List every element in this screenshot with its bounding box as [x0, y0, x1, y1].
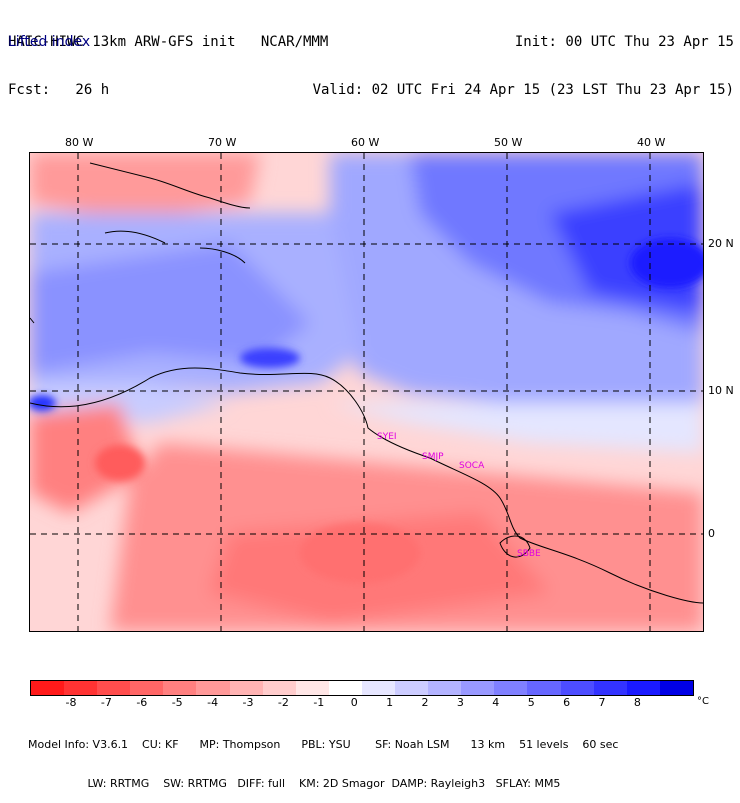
- forecast-hour: Fcst: 26 h: [8, 82, 110, 98]
- init-time: Init: 00 UTC Thu 23 Apr 15: [514, 34, 734, 50]
- colorbar-tick-label: 0: [350, 696, 358, 709]
- graticule: [30, 153, 703, 631]
- colorbar-cell: [461, 681, 495, 695]
- lon-label-60w: 60 W: [351, 136, 380, 149]
- colorbar-unit: °C: [697, 696, 709, 707]
- colorbar-tick-label: -1: [313, 696, 325, 709]
- colorbar-tick-label: 7: [598, 696, 606, 709]
- colorbar-tick-label: 2: [421, 696, 429, 709]
- model-info-line2: LW: RRTMG SW: RRTMG DIFF: full KM: 2D Sm…: [28, 777, 561, 790]
- colorbar-tick-label: 1: [386, 696, 394, 709]
- station-sbbe: SBBE: [517, 549, 541, 559]
- colorbar-tick-label: -7: [100, 696, 112, 709]
- lifted-index-field: [30, 153, 703, 631]
- lon-label-50w: 50 W: [494, 136, 523, 149]
- colorbar-tick-label: 5: [527, 696, 535, 709]
- colorbar-tick-label: -3: [242, 696, 254, 709]
- title-text: HAIC-HIWC 13km ARW-GFS init NCAR/MMM: [8, 34, 329, 50]
- colorbar-cell: [130, 681, 164, 695]
- colorbar-cell: [295, 681, 329, 695]
- colorbar: [30, 680, 694, 696]
- colorbar-tick-label: -6: [136, 696, 148, 709]
- colorbar-cell: [593, 681, 627, 695]
- header-left: HAIC-HIWC 13km ARW-GFS init NCAR/MMM Fcs…: [8, 2, 328, 114]
- colorbar-cell: [97, 681, 131, 695]
- colorbar-cell: [560, 681, 594, 695]
- colorbar-cell: [163, 681, 197, 695]
- lat-label-0: 0: [708, 527, 715, 540]
- colorbar-cell: [395, 681, 429, 695]
- colorbar-tick-label: 3: [456, 696, 464, 709]
- colorbar-tick-label: -4: [207, 696, 219, 709]
- lon-label-80w: 80 W: [65, 136, 94, 149]
- map-panel: [29, 152, 704, 632]
- lat-label-20n: 20 N: [708, 237, 734, 250]
- colorbar-tick-label: 4: [492, 696, 500, 709]
- valid-time: Valid: 02 UTC Fri 24 Apr 15 (23 LST Thu …: [312, 82, 734, 98]
- lat-label-10n: 10 N: [708, 384, 734, 397]
- colorbar-tick-label: 8: [633, 696, 641, 709]
- coastlines: [30, 162, 703, 604]
- colorbar-cell: [196, 681, 230, 695]
- colorbar-cell: [262, 681, 296, 695]
- variable-name: Lifted index: [8, 34, 91, 50]
- colorbar-cell: [229, 681, 263, 695]
- colorbar-tick-label: 6: [563, 696, 571, 709]
- station-soca: SOCA: [459, 461, 485, 471]
- colorbar-cell: [361, 681, 396, 695]
- lon-label-40w: 40 W: [637, 136, 666, 149]
- colorbar-tick-label: -5: [171, 696, 183, 709]
- colorbar-cell: [626, 681, 660, 695]
- colorbar-tick-label: -8: [65, 696, 77, 709]
- colorbar-cell: [31, 681, 65, 695]
- station-syei: SYEI: [377, 432, 397, 442]
- header-right: Init: 00 UTC Thu 23 Apr 15 Valid: 02 UTC…: [313, 2, 734, 114]
- colorbar-cell: [494, 681, 528, 695]
- colorbar-cell: [428, 681, 462, 695]
- colorbar-cell: [328, 681, 362, 695]
- model-info: Model Info: V3.6.1 CU: KF MP: Thompson P…: [28, 712, 618, 803]
- colorbar-tick-label: -2: [277, 696, 289, 709]
- colorbar-cell: [659, 681, 693, 695]
- station-smjp: SMJP: [422, 452, 444, 462]
- colorbar-cell: [527, 681, 561, 695]
- lon-label-70w: 70 W: [208, 136, 237, 149]
- colorbar-cell: [64, 681, 98, 695]
